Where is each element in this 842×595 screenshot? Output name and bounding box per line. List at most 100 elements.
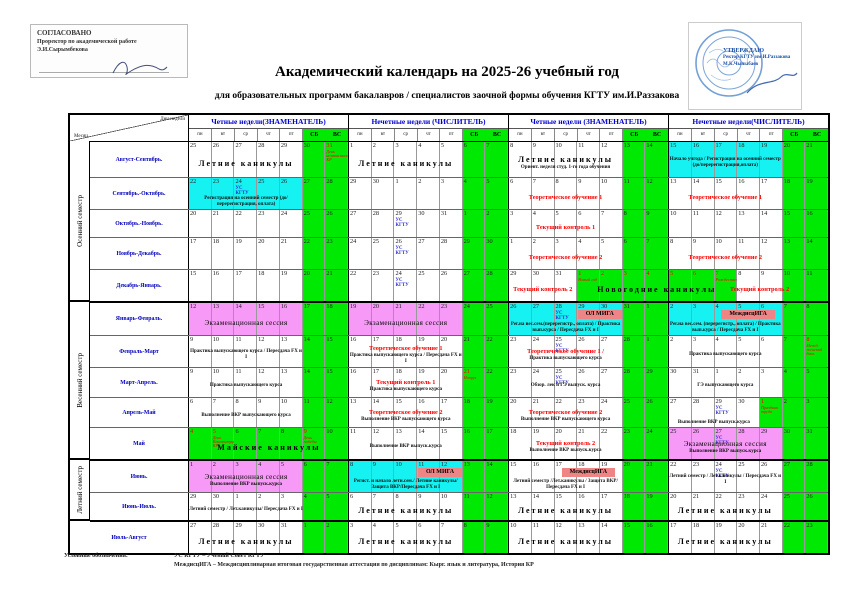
day-cell: 22 (485, 336, 509, 367)
day-number: 9 (258, 398, 262, 405)
month-label: Сентябрь.-Октябрь. (90, 178, 189, 209)
day-number: 21 (806, 142, 813, 149)
calendar-row: Апрель-Май 6 7 8 9 10 11 12 13 14 15 16 17 18 19 20 21 22… (90, 398, 829, 428)
holiday-label: День победы (303, 434, 317, 445)
day-number: 4 (715, 336, 719, 343)
day-cell: 1 (394, 178, 418, 209)
day-cell: 27 (417, 238, 440, 269)
day-cell: 4 (714, 303, 738, 335)
day-cell: 12 (371, 428, 395, 459)
day-number: 24 (600, 398, 608, 405)
day-cell: 31 (622, 303, 646, 335)
day-name-cell: пт (280, 129, 304, 141)
day-number: 14 (600, 522, 608, 529)
month-label: Октябрь.-Ноябрь. (90, 210, 189, 237)
day-number: 12 (190, 303, 197, 310)
day-number: 22 (235, 210, 242, 217)
day-cell: 14 (599, 522, 623, 553)
day-number: 21 (212, 210, 220, 217)
day-cell: 24 (348, 238, 372, 269)
day-cell: 3 (508, 210, 532, 237)
week-group-title: Нечетные недели(ЧИСЛИТЕЛЬ) (669, 115, 828, 129)
day-number: 16 (806, 210, 813, 217)
day-number: 16 (463, 428, 470, 435)
calendar-row: Июль-Август 27 28 29 30 31 1 2 3 4 5 6 7 8 9 10 11 12 13 14… (70, 522, 829, 553)
day-cell: 30 (737, 398, 760, 427)
day-number: 16 (212, 270, 220, 277)
day-number: 23 (510, 336, 517, 343)
day-cell: 23 (508, 368, 532, 397)
day-cell: 2 (417, 178, 440, 209)
day-cell: 19 (599, 461, 623, 492)
month-label: Июль-Август (70, 522, 189, 553)
day-name-cell: пт (760, 129, 784, 141)
day-cell: 24 УС КГТУ (714, 461, 738, 492)
day-cell: 15 (325, 368, 349, 397)
day-cell: 22 (417, 303, 440, 335)
day-number: 10 (440, 493, 448, 500)
day-cell: 13 (462, 461, 486, 492)
day-number: 29 (578, 303, 585, 310)
day-number: 24 (715, 461, 722, 468)
day-number: 30 (372, 178, 380, 185)
day-cell: 5 (485, 178, 509, 209)
day-cell: 6 (759, 336, 783, 367)
day-number: 2 (212, 461, 216, 468)
day-cell: 13 (737, 210, 760, 237)
day-number: 18 (463, 398, 470, 405)
day-cell: 24 (279, 210, 303, 237)
day-cell: 4 (257, 461, 280, 492)
day-number: 12 (372, 428, 380, 435)
day-name-row: пн вт ср чт пт СБ ВС (669, 129, 829, 141)
us-kgtu-note: УС КГТУ (555, 375, 569, 386)
day-number: 21 (326, 270, 333, 277)
day-number: 21 (760, 522, 768, 529)
day-cell: 30 (211, 493, 235, 520)
day-number: 15 (510, 461, 517, 468)
day-cell: 18 (508, 428, 532, 459)
day-number: 3 (280, 493, 285, 500)
day-cell: 16 (531, 461, 555, 492)
day-number: 7 (600, 210, 605, 217)
day-number: 17 (670, 522, 677, 529)
day-number: 9 (578, 178, 582, 185)
day-cell: 30 (485, 238, 509, 269)
day-cell: 14 (485, 461, 509, 492)
day-number: 31 (326, 142, 333, 149)
day-number: 20 (258, 238, 265, 245)
day-number: 8 (235, 398, 239, 405)
day-cell: 12 (325, 398, 349, 427)
holiday-label: Новый год (578, 276, 597, 282)
day-number: 12 (486, 493, 493, 500)
day-cell: 12 (257, 336, 280, 367)
day-number: 1 (510, 238, 514, 245)
day-cell: 29 (348, 178, 372, 209)
day-cell: 14 (417, 428, 440, 459)
day-cell: 13 (622, 142, 646, 177)
day-cell: 4 (714, 336, 738, 367)
day-name-cell: ВС (806, 129, 829, 141)
day-number: 24 (235, 178, 242, 185)
day-name-cell: чт (418, 129, 441, 141)
day-number: 20 (783, 142, 790, 149)
day-number: 25 (372, 238, 380, 245)
day-cell: 8 (462, 522, 486, 553)
day-cell: 1 (645, 336, 669, 367)
day-number: 8 (670, 238, 674, 245)
day-cell: 11 (348, 428, 372, 459)
day-cell: 28 УС КГТУ (554, 303, 578, 335)
day-cell: 21 (691, 493, 715, 520)
day-cell: 9 (485, 522, 509, 553)
day-cell: 10 (508, 522, 532, 553)
day-number: 14 (486, 461, 493, 468)
day-number: 10 (783, 270, 790, 277)
day-number: 26 (280, 178, 288, 185)
day-name-cell: ВС (326, 129, 349, 141)
day-number: 20 (440, 336, 448, 343)
day-number: 20 (440, 368, 448, 375)
day-number: 11 (806, 270, 813, 277)
day-cell: 18 (782, 178, 806, 209)
day-number: 20 (738, 522, 745, 529)
day-cell: 26 (577, 336, 600, 367)
day-cell: 8 (279, 428, 303, 459)
